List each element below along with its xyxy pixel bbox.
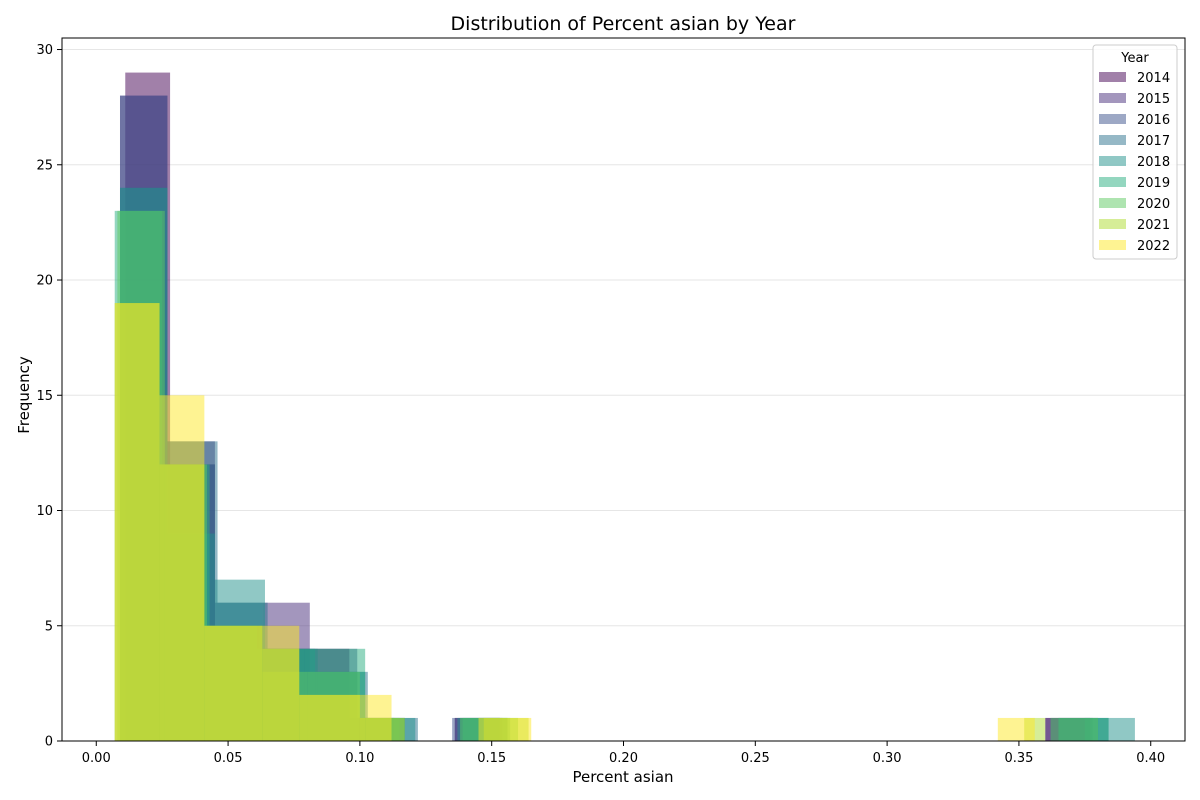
x-tick-label: 0.20 <box>609 751 638 766</box>
legend: Year 2014 2015 2016 2017 2018 2019 2020 2021 2022 <box>1092 44 1178 260</box>
x-tick-label: 0.30 <box>873 751 902 766</box>
x-axis: 0.00 0.05 0.10 0.15 0.20 0.25 0.30 0.35 0.40 <box>82 741 1165 766</box>
legend-swatch-2020 <box>1099 198 1126 208</box>
y-tick-label: 25 <box>36 158 53 173</box>
x-tick-label: 0.05 <box>214 751 243 766</box>
legend-swatch-2022 <box>1099 240 1126 250</box>
legend-swatch-2021 <box>1099 219 1126 229</box>
bar-2022 <box>204 625 263 741</box>
y-tick-label: 15 <box>36 389 53 404</box>
x-tick-label: 0.00 <box>82 751 111 766</box>
legend-title: Year <box>1120 51 1149 66</box>
x-tick-label: 0.15 <box>477 751 506 766</box>
y-tick-label: 5 <box>45 619 53 634</box>
legend-swatch-2018 <box>1099 156 1126 166</box>
legend-label-2018: 2018 <box>1137 155 1170 170</box>
histogram-bars <box>114 72 1135 742</box>
x-tick-label: 0.10 <box>345 751 374 766</box>
bar-2022 <box>299 694 366 741</box>
bar-2022 <box>997 717 1035 741</box>
bar-2022 <box>159 395 205 741</box>
y-tick-label: 20 <box>36 274 53 289</box>
y-tick-label: 0 <box>45 735 53 750</box>
x-tick-label: 0.25 <box>741 751 770 766</box>
legend-label-2016: 2016 <box>1137 113 1170 128</box>
bar-2022 <box>365 694 392 741</box>
legend-swatch-2015 <box>1099 93 1126 103</box>
y-tick-label: 30 <box>36 43 53 58</box>
legend-label-2015: 2015 <box>1137 92 1170 107</box>
x-tick-label: 0.35 <box>1004 751 1033 766</box>
legend-swatch-2017 <box>1099 135 1126 145</box>
bar-2022 <box>114 303 160 741</box>
legend-swatch-2019 <box>1099 177 1126 187</box>
legend-label-2017: 2017 <box>1137 134 1170 149</box>
bar-2022 <box>478 717 532 741</box>
y-tick-label: 10 <box>36 504 53 519</box>
legend-swatch-2014 <box>1099 72 1126 82</box>
bar-2022 <box>262 625 300 741</box>
y-axis-label: Frequency <box>15 356 33 434</box>
bar-2020 <box>1050 717 1099 741</box>
y-axis: 0 5 10 15 20 25 30 <box>36 43 62 750</box>
grid-lines <box>62 49 1185 627</box>
chart-title: Distribution of Percent asian by Year <box>451 13 796 35</box>
legend-label-2022: 2022 <box>1137 239 1170 254</box>
legend-label-2014: 2014 <box>1137 71 1170 86</box>
legend-label-2019: 2019 <box>1137 176 1170 191</box>
x-axis-label: Percent asian <box>572 768 673 786</box>
legend-label-2020: 2020 <box>1137 197 1170 212</box>
legend-label-2021: 2021 <box>1137 218 1170 233</box>
x-tick-label: 0.40 <box>1136 751 1165 766</box>
legend-swatch-2016 <box>1099 114 1126 124</box>
